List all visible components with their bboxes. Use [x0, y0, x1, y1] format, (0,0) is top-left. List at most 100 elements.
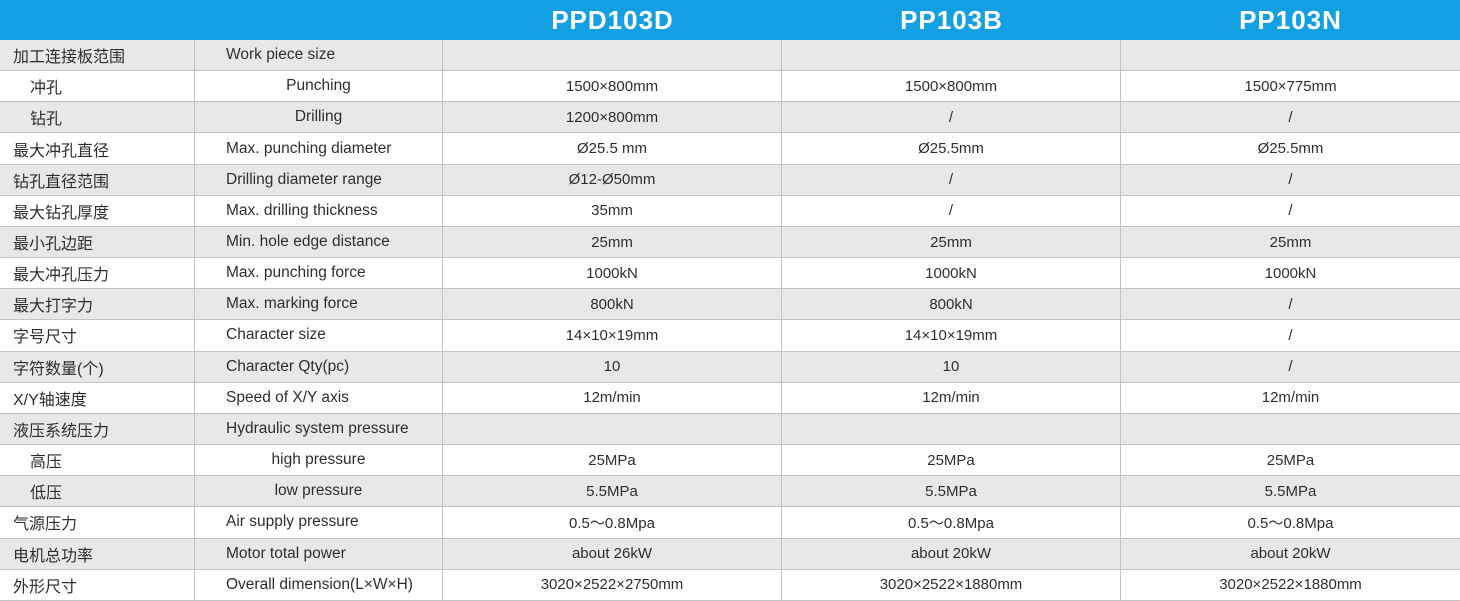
spec-label-cn: 最大冲孔直径	[0, 133, 195, 164]
table-row: 最大冲孔直径 Max. punching diameter Ø25.5 mm Ø…	[0, 133, 1460, 165]
table-row: 外形尺寸 Overall dimension(L×W×H) 3020×2522×…	[0, 569, 1460, 601]
spec-label-cn: 最小孔边距	[0, 226, 195, 258]
spec-label-en: Max. marking force	[195, 289, 443, 320]
spec-label-cn: 高压	[0, 445, 195, 476]
table-row: 最大打字力 Max. marking force 800kN 800kN /	[0, 289, 1460, 321]
value-pp103n: 12m/min	[1261, 389, 1320, 407]
table-row: 钻孔直径范围 Drilling diameter range Ø12-Ø50mm…	[0, 164, 1460, 196]
value-pp103b: 25mm	[782, 226, 1121, 258]
table-row: 液压系统压力 Hydraulic system pressure	[0, 413, 1460, 446]
spec-label-cn: 加工连接板范围	[0, 40, 195, 71]
spec-label-cn: 气源压力	[0, 507, 195, 538]
value-pp103n: about 20kW	[1250, 545, 1331, 563]
spec-label-en: Work piece size	[195, 40, 443, 71]
spec-label-en: Max. punching force	[195, 258, 443, 289]
value-pp103n	[1121, 414, 1460, 444]
value-ppd103d: Ø12-Ø50mm	[443, 164, 782, 195]
table-row: X/Y轴速度 Speed of X/Y axis 12m/min 12m/min…	[0, 382, 1460, 414]
value-pp103b: 25MPa	[782, 445, 1121, 476]
value-pp103b	[782, 413, 1121, 445]
spec-label-cn: X/Y轴速度	[0, 382, 195, 413]
value-pp103n: /	[1288, 326, 1293, 344]
value-pp103b: 800kN	[782, 289, 1121, 320]
value-pp103n: 3020×2522×1880mm	[1219, 576, 1362, 594]
value-pp103b: 5.5MPa	[782, 476, 1121, 507]
value-pp103n	[1121, 40, 1460, 70]
spec-label-cn: 冲孔	[0, 71, 195, 102]
value-pp103b: 12m/min	[782, 382, 1121, 413]
value-ppd103d: Ø25.5 mm	[443, 133, 782, 164]
value-pp103b: 14×10×19mm	[782, 320, 1121, 351]
spec-label-en: Speed of X/Y axis	[195, 382, 443, 413]
value-ppd103d: 1500×800mm	[443, 71, 782, 102]
column-header-ppd103d: PPD103D	[551, 4, 674, 35]
value-pp103b: about 20kW	[782, 538, 1121, 569]
spec-label-en: Drilling diameter range	[195, 164, 443, 195]
value-pp103n: Ø25.5mm	[1257, 140, 1324, 158]
spec-label-cn: 最大打字力	[0, 289, 195, 320]
spec-label-en: Hydraulic system pressure	[195, 413, 443, 445]
spec-label-en: Overall dimension(L×W×H)	[195, 569, 443, 600]
value-ppd103d	[443, 40, 782, 71]
value-pp103b: 3020×2522×1880mm	[782, 569, 1121, 600]
spec-label-cn: 钻孔	[0, 102, 195, 133]
table-row: 低压 low pressure 5.5MPa 5.5MPa 5.5MPa	[0, 476, 1460, 508]
column-header-pp103b: PP103B	[900, 4, 1003, 35]
value-pp103n: /	[1288, 358, 1293, 376]
table-row: 冲孔 Punching 1500×800mm 1500×800mm 1500×7…	[0, 71, 1460, 103]
spec-label-en: Air supply pressure	[195, 507, 443, 538]
value-pp103b: 0.5～0.8Mpa	[782, 507, 1121, 538]
header-spacer-en-column	[195, 0, 443, 40]
value-pp103n: 25mm	[1269, 233, 1312, 251]
value-pp103b: 1000kN	[782, 258, 1121, 289]
value-pp103n: 0.5～0.8Mpa	[1247, 514, 1334, 532]
value-ppd103d: about 26kW	[443, 538, 782, 569]
value-ppd103d: 0.5～0.8Mpa	[443, 507, 782, 538]
table-row: 高压 high pressure 25MPa 25MPa 25MPa	[0, 445, 1460, 477]
value-ppd103d: 14×10×19mm	[443, 320, 782, 351]
value-ppd103d: 25MPa	[443, 445, 782, 476]
table-row: 加工连接板范围 Work piece size	[0, 40, 1460, 72]
table-row: 字符数量(个) Character Qty(pc) 10 10 /	[0, 351, 1460, 383]
spec-label-en: Max. punching diameter	[195, 133, 443, 164]
spec-label-en: Motor total power	[195, 538, 443, 569]
value-pp103b: 10	[782, 351, 1121, 382]
header-spacer-cn-column	[0, 0, 195, 40]
value-pp103b: 1500×800mm	[782, 71, 1121, 102]
value-ppd103d	[443, 413, 782, 445]
table-row: 气源压力 Air supply pressure 0.5～0.8Mpa 0.5～…	[0, 507, 1460, 539]
value-ppd103d: 5.5MPa	[443, 476, 782, 507]
table-row: 最大钻孔厚度 Max. drilling thickness 35mm / /	[0, 195, 1460, 227]
value-pp103b: /	[782, 164, 1121, 195]
value-pp103n: 1000kN	[1264, 264, 1317, 282]
spec-label-cn: 电机总功率	[0, 538, 195, 569]
value-pp103n: 5.5MPa	[1264, 482, 1317, 500]
value-ppd103d: 1000kN	[443, 258, 782, 289]
spec-label-cn: 外形尺寸	[0, 569, 195, 600]
value-pp103b: /	[782, 102, 1121, 133]
value-pp103n: /	[1288, 295, 1293, 313]
spec-label-en: Punching	[195, 71, 443, 102]
spec-label-cn: 液压系统压力	[0, 413, 195, 445]
value-ppd103d: 10	[443, 351, 782, 382]
table-row: 字号尺寸 Character size 14×10×19mm 14×10×19m…	[0, 320, 1460, 352]
spec-label-en: Max. drilling thickness	[195, 195, 443, 226]
spec-label-cn: 钻孔直径范围	[0, 164, 195, 195]
value-ppd103d: 1200×800mm	[443, 102, 782, 133]
table-row: 电机总功率 Motor total power about 26kW about…	[0, 538, 1460, 570]
table-row: 钻孔 Drilling 1200×800mm / /	[0, 102, 1460, 134]
spec-label-en: Min. hole edge distance	[195, 226, 443, 258]
value-pp103n: /	[1288, 108, 1293, 126]
value-ppd103d: 12m/min	[443, 382, 782, 413]
value-pp103b: Ø25.5mm	[782, 133, 1121, 164]
value-ppd103d: 800kN	[443, 289, 782, 320]
column-header-pp103n: PP103N	[1239, 4, 1342, 35]
table-header: PPD103D PP103B PP103N	[0, 0, 1460, 40]
spec-label-en: low pressure	[195, 476, 443, 507]
spec-label-cn: 最大钻孔厚度	[0, 195, 195, 226]
spec-label-cn: 最大冲孔压力	[0, 258, 195, 289]
spec-label-cn: 低压	[0, 476, 195, 507]
value-pp103n: /	[1288, 202, 1293, 220]
spec-label-en: high pressure	[195, 445, 443, 476]
